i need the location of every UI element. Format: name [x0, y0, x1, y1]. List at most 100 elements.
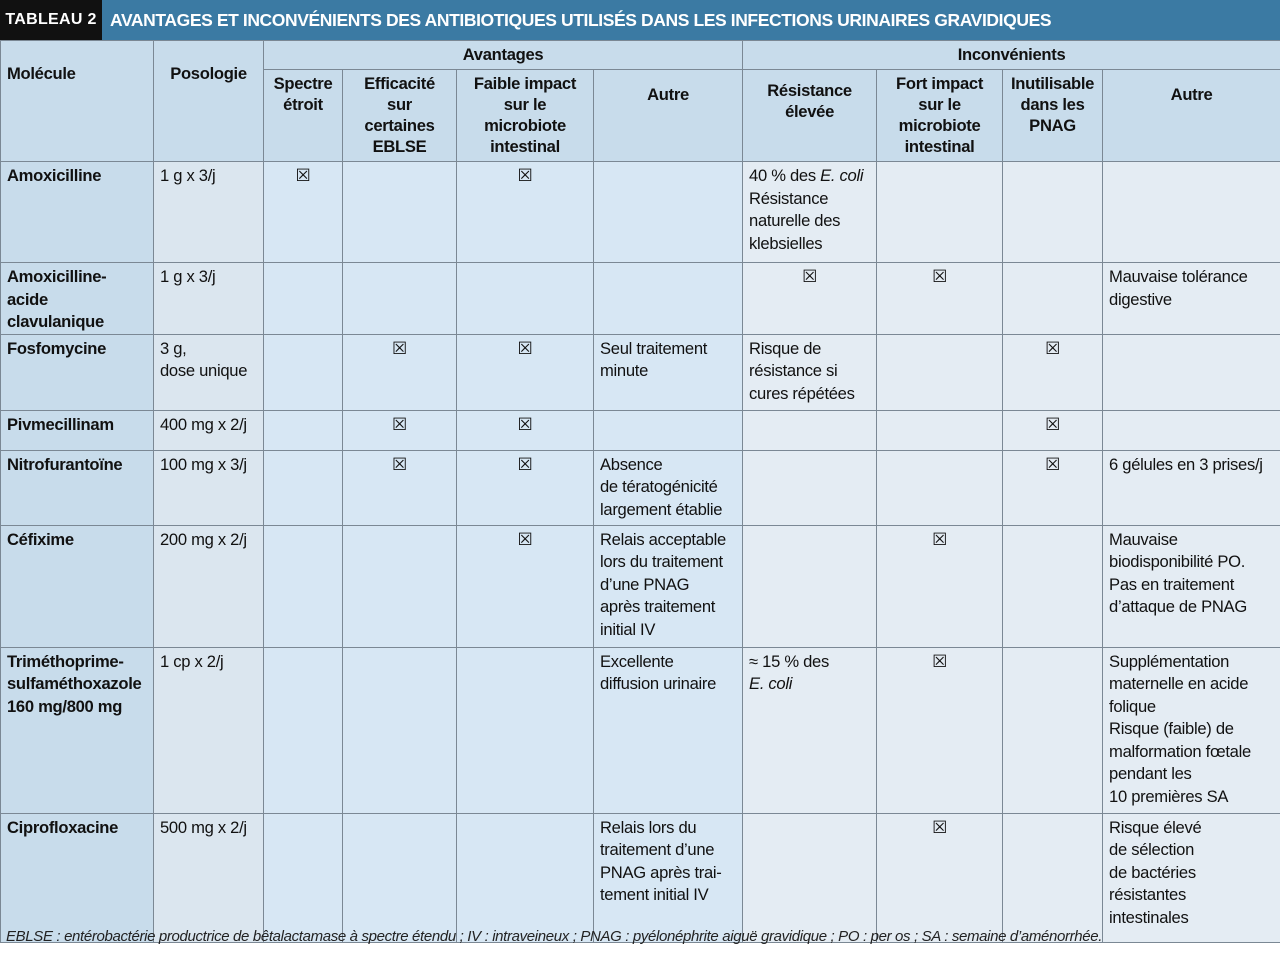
cell-fort-impact: ☒ [876, 262, 1004, 335]
cell-inconvenients-autre: Risque élevé de sélection de bactéries r… [1102, 812, 1280, 943]
cell-spectre-etroit [263, 524, 343, 648]
cell-molecule: Amoxicilline [0, 161, 154, 263]
checkbox-checked-icon: ☒ [392, 454, 407, 474]
cell-faible-impact [456, 646, 594, 814]
cell-molecule: Nitrofurantoïne [0, 449, 154, 526]
cell-fort-impact: ☒ [876, 812, 1004, 943]
cell-spectre-etroit [263, 333, 343, 411]
cell-efficacite-eblse: ☒ [342, 333, 457, 411]
antibiotics-table: Molécule Posologie Avantages Inconvénien… [0, 40, 1280, 943]
column-header-posologie: Posologie [153, 40, 264, 162]
cell-avantages-autre: Seul traitement minute [592, 333, 744, 411]
cell-inconvenients-autre [1102, 161, 1280, 263]
cell-inutilisable-pnag: ☒ [1002, 333, 1104, 411]
cell-posologie: 3 g, dose unique [153, 333, 264, 411]
cell-molecule: Fosfomycine [0, 333, 154, 411]
table-footnote: EBLSE : entérobactérie productrice de bê… [6, 928, 1103, 945]
cell-molecule: Pivmecillinam [0, 409, 154, 451]
table-row: Pivmecillinam 400 mg x 2/j ☒ ☒ ☒ [0, 409, 1280, 451]
column-header-avantages-autre: Autre [592, 69, 744, 162]
cell-posologie: 500 mg x 2/j [153, 812, 264, 943]
cell-efficacite-eblse: ☒ [342, 409, 457, 451]
checkbox-checked-icon: ☒ [517, 529, 533, 549]
cell-spectre-etroit [263, 262, 343, 335]
checkbox-checked-icon: ☒ [517, 414, 533, 434]
table-banner: TABLEAU 2 AVANTAGES ET INCONVÉNIENTS DES… [0, 0, 1280, 40]
column-header-inutilisable-pnag: Inutilisable dans les PNAG [1002, 69, 1104, 162]
cell-faible-impact [456, 262, 594, 335]
table-title: AVANTAGES ET INCONVÉNIENTS DES ANTIBIOTI… [110, 9, 1052, 30]
cell-resistance-elevee: ≈ 15 % des E. coli [742, 646, 878, 814]
cell-avantages-autre: Relais acceptable lors du traitement d’u… [592, 524, 744, 648]
checkbox-checked-icon: ☒ [392, 338, 407, 358]
group-header-avantages: Avantages [262, 40, 744, 70]
cell-inconvenients-autre [1102, 409, 1280, 451]
checkbox-checked-icon: ☒ [932, 651, 948, 671]
checkbox-checked-icon: ☒ [932, 529, 948, 549]
cell-inutilisable-pnag: ☒ [1002, 409, 1104, 451]
cell-avantages-autre [592, 161, 744, 263]
cell-inconvenients-autre: Mauvaise biodisponibilité PO. Pas en tra… [1102, 524, 1280, 648]
cell-avantages-autre: Relais lors du traitement d’une PNAG apr… [592, 812, 744, 943]
cell-resistance-elevee: 40 % des E. coli Résistance naturelle de… [742, 161, 878, 263]
cell-inconvenients-autre: 6 gélules en 3 prises/j [1102, 449, 1280, 526]
cell-inutilisable-pnag [1002, 646, 1104, 814]
checkbox-checked-icon: ☒ [295, 166, 311, 185]
checkbox-checked-icon: ☒ [932, 267, 948, 286]
cell-posologie: 1 cp x 2/j [153, 646, 264, 814]
cell-molecule: Amoxicilline-acide clavulanique [0, 262, 154, 335]
checkbox-checked-icon: ☒ [517, 454, 533, 474]
cell-fort-impact [876, 333, 1004, 411]
cell-molecule: Céfixime [0, 524, 154, 648]
table-row: Amoxicilline-acide clavulanique 1 g x 3/j… [0, 262, 1280, 335]
cell-inutilisable-pnag [1002, 812, 1104, 943]
cell-faible-impact: ☒ [456, 449, 594, 526]
column-header-spectre-etroit: Spectre étroit [263, 69, 343, 162]
cell-inutilisable-pnag [1002, 524, 1104, 648]
cell-spectre-etroit [263, 449, 343, 526]
column-header-fort-impact: Fort impact sur le microbiote intestinal [876, 69, 1004, 162]
column-header-efficacite-eblse: Efficacité sur certaines EBLSE [342, 69, 457, 162]
cell-resistance-elevee [742, 409, 878, 451]
cell-posologie: 400 mg x 2/j [153, 409, 264, 451]
table-number-tag: TABLEAU 2 [0, 0, 102, 40]
cell-molecule: Ciprofloxacine [0, 812, 154, 943]
group-header-inconvenients: Inconvénients [742, 40, 1280, 70]
column-header-inconvenients-autre: Autre [1102, 69, 1280, 162]
cell-spectre-etroit [263, 646, 343, 814]
cell-inconvenients-autre: Mauvaise tolérance digestive [1102, 262, 1280, 335]
cell-avantages-autre: Excellente diffusion urinaire [592, 646, 744, 814]
cell-posologie: 1 g x 3/j [153, 161, 264, 263]
cell-avantages-autre: Absence de tératogénicité largement étab… [592, 449, 744, 526]
cell-fort-impact [876, 161, 1004, 263]
cell-avantages-autre [592, 409, 744, 451]
checkbox-checked-icon: ☒ [1045, 414, 1061, 434]
checkbox-checked-icon: ☒ [1045, 338, 1061, 358]
cell-fort-impact: ☒ [876, 524, 1004, 648]
cell-inconvenients-autre [1102, 333, 1280, 411]
cell-resistance-elevee [742, 449, 878, 526]
cell-spectre-etroit [263, 812, 343, 943]
cell-molecule: Triméthoprime- sulfaméthoxazole 160 mg/8… [0, 646, 154, 814]
checkbox-checked-icon: ☒ [517, 166, 533, 185]
table-row: Nitrofurantoïne 100 mg x 3/j ☒ ☒ Absence de … [0, 449, 1280, 526]
cell-faible-impact: ☒ [456, 161, 594, 263]
cell-resistance-elevee [742, 812, 878, 943]
column-header-molecule: Molécule [0, 40, 154, 162]
checkbox-checked-icon: ☒ [517, 338, 533, 358]
cell-inconvenients-autre: Supplémentation maternelle en acide foli… [1102, 646, 1280, 814]
cell-efficacite-eblse: ☒ [342, 449, 457, 526]
table-row: Triméthoprime- sulfaméthoxazole 160 mg/8… [0, 646, 1280, 814]
cell-fort-impact: ☒ [876, 646, 1004, 814]
cell-faible-impact [456, 812, 594, 943]
table-row: Ciprofloxacine 500 mg x 2/j Relais lors du… [0, 812, 1280, 943]
cell-resistance-elevee: ☒ [742, 262, 878, 335]
column-header-faible-impact: Faible impact sur le microbiote intestin… [456, 69, 594, 162]
checkbox-checked-icon: ☒ [932, 817, 948, 837]
cell-spectre-etroit: ☒ [263, 161, 343, 263]
checkbox-checked-icon: ☒ [392, 414, 407, 434]
cell-posologie: 200 mg x 2/j [153, 524, 264, 648]
cell-inutilisable-pnag: ☒ [1002, 449, 1104, 526]
cell-efficacite-eblse [342, 161, 457, 263]
table-row: Fosfomycine 3 g, dose unique ☒ ☒ Seul traite… [0, 333, 1280, 411]
